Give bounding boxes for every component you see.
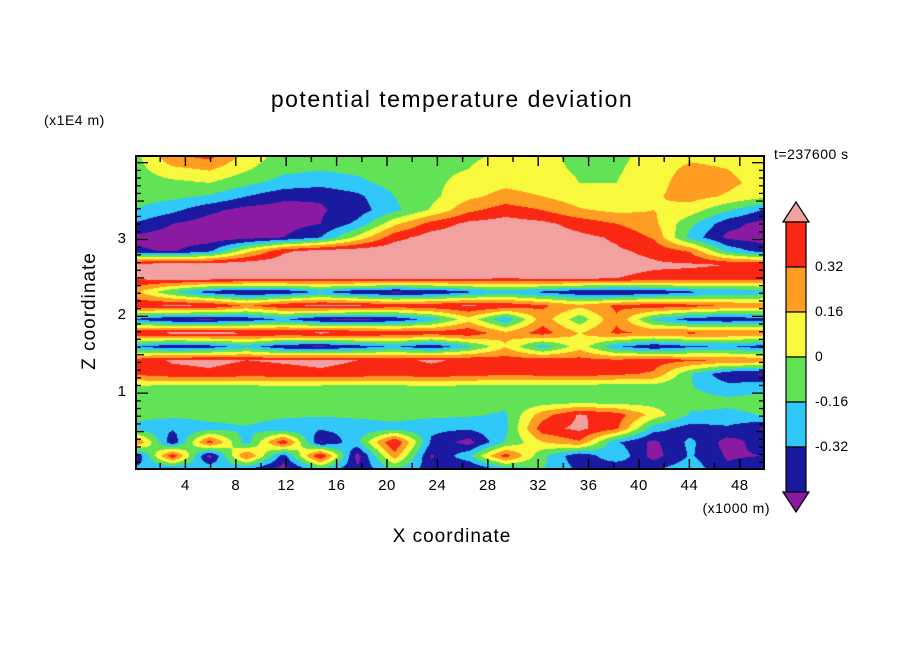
x-tick-label: 4 <box>180 477 190 494</box>
plot-border <box>135 155 765 470</box>
heatmap-field <box>135 155 765 470</box>
colorbar-band <box>785 401 807 448</box>
x-tick-label: 12 <box>277 477 296 494</box>
x-axis-title: X coordinate <box>392 526 512 547</box>
x-tick-labels: 4 8 12 16 20 24 28 32 36 40 44 48 <box>135 477 765 497</box>
colorbar-label: 0 <box>815 348 824 364</box>
y-tick-labels: 1 2 3 <box>92 155 126 470</box>
plot-title: potential temperature deviation <box>270 86 634 112</box>
colorbar-band <box>785 311 807 358</box>
plot-frame <box>135 155 765 470</box>
x-tick-label: 24 <box>428 477 447 494</box>
colorbar-label: -0.16 <box>815 393 849 409</box>
x-tick-label: 44 <box>680 477 699 494</box>
colorbar-label: 0.32 <box>815 258 844 274</box>
colorbar-band <box>785 446 807 493</box>
timestamp-label: t=237600 s <box>774 146 849 162</box>
colorbar-band <box>785 266 807 313</box>
x-tick-label: 16 <box>327 477 346 494</box>
colorbar-labels: 0.32 0.16 0 -0.16 -0.32 <box>815 198 885 520</box>
x-tick-label: 48 <box>730 477 749 494</box>
x-tick-label: 20 <box>378 477 396 494</box>
x-tick-label: 32 <box>529 477 548 494</box>
x-tick-label: 8 <box>231 477 241 494</box>
y-tick-label: 1 <box>117 383 126 401</box>
colorbar-arrow-bottom <box>781 491 811 514</box>
x-tick-label: 28 <box>478 477 497 494</box>
colorbar-arrow-top <box>781 200 811 223</box>
y-axis-unit: (x1E4 m) <box>44 112 105 128</box>
y-tick-label: 3 <box>117 229 126 247</box>
colorbar-label: 0.16 <box>815 303 844 319</box>
colorbar-label: -0.32 <box>815 438 849 454</box>
colorbar-band <box>785 356 807 403</box>
colorbar-band <box>785 221 807 268</box>
colorbar <box>781 200 811 514</box>
y-tick-label: 2 <box>117 306 126 324</box>
x-tick-label: 40 <box>630 477 648 494</box>
x-tick-label: 36 <box>579 477 598 494</box>
x-axis-unit: (x1000 m) <box>702 500 770 516</box>
